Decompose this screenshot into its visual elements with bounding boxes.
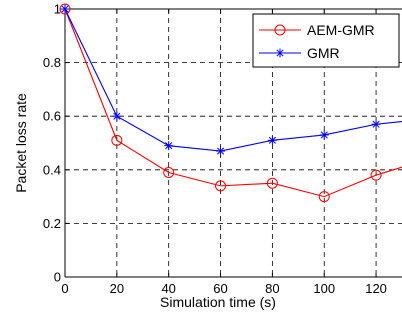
- legend: AEM-GMR GMR: [252, 13, 400, 68]
- legend-entry: GMR: [259, 45, 340, 61]
- y-tick-label: 0.6: [43, 109, 61, 124]
- data-point-circle: [59, 3, 71, 15]
- y-tick-label: 0.4: [43, 162, 61, 177]
- x-axis-label: Simulation time (s): [160, 294, 276, 310]
- x-tick-label: 60: [213, 281, 227, 296]
- y-tick-label: 0: [54, 270, 61, 285]
- y-tick-label: 0.2: [43, 216, 61, 231]
- x-tick-label: 40: [161, 281, 175, 296]
- data-point-star: [319, 130, 329, 140]
- data-point-star: [267, 135, 277, 145]
- x-tick-label: 80: [265, 281, 279, 296]
- data-point-circle: [274, 24, 286, 36]
- y-tick-label: 0.8: [43, 55, 61, 70]
- data-point-star: [371, 119, 381, 129]
- data-point-star: [60, 4, 70, 14]
- data-point-circle: [163, 166, 175, 178]
- x-tick-label: 20: [110, 281, 124, 296]
- legend-entry: AEM-GMR: [259, 22, 375, 38]
- data-point-circle: [318, 191, 330, 203]
- series-group: [59, 3, 402, 203]
- axes: [64, 8, 402, 278]
- series-line: [64, 8, 402, 198]
- data-point-star: [275, 48, 285, 58]
- data-point-star: [112, 111, 122, 121]
- y-tick-label: 1: [54, 2, 61, 17]
- series-line: [64, 8, 402, 152]
- data-point-star: [216, 146, 226, 156]
- x-tick-label: 100: [313, 281, 335, 296]
- x-tick-label: 120: [365, 281, 387, 296]
- y-axis-ticks: 0 0.2 0.4 0.6 0.8 1: [43, 2, 69, 285]
- legend-box: [252, 13, 400, 68]
- series-gmr: [60, 4, 402, 156]
- data-point-star: [164, 141, 174, 151]
- y-axis-label: Packet loss rate: [13, 93, 29, 193]
- data-point-circle: [111, 134, 123, 146]
- data-point-circle: [215, 180, 227, 192]
- legend-label: AEM-GMR: [307, 22, 375, 38]
- series-aem-gmr: [59, 3, 402, 203]
- data-point-circle: [370, 169, 382, 181]
- x-axis-ticks: 0 20 40 60 80 100 120: [61, 9, 387, 296]
- legend-label: GMR: [307, 45, 340, 61]
- x-tick-label: 0: [61, 281, 68, 296]
- data-point-circle: [266, 177, 278, 189]
